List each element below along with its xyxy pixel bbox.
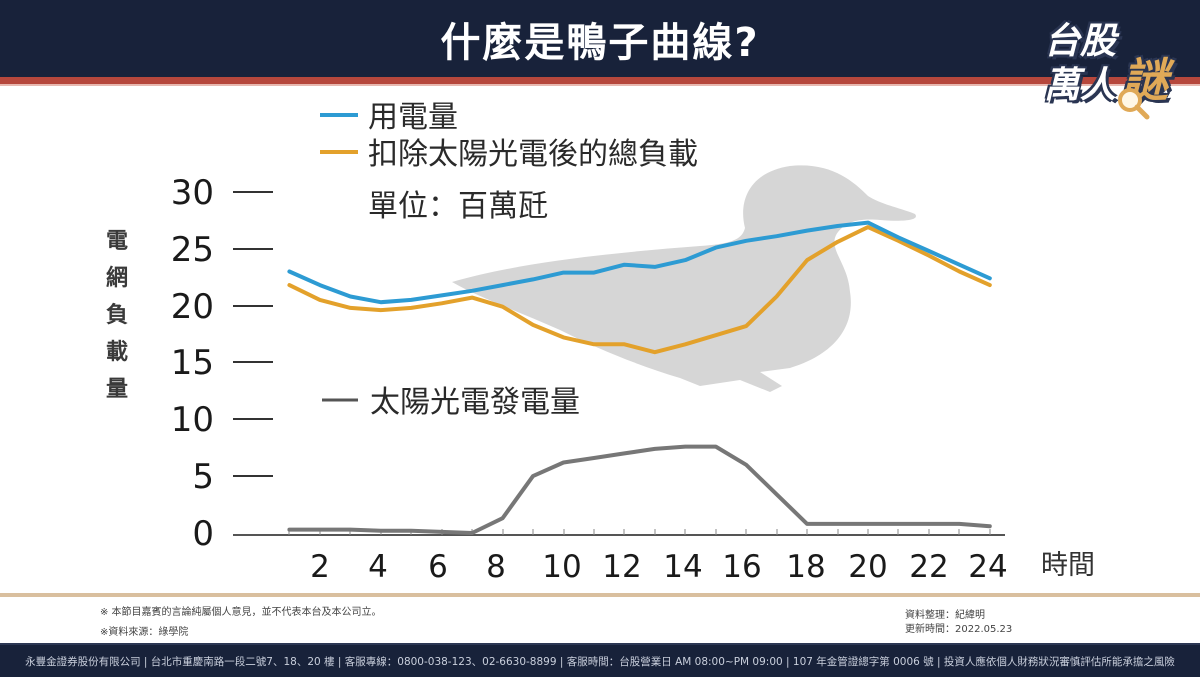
updated-note: 更新時間：2022.05.23 xyxy=(905,624,1013,635)
legend-label: 用電量 xyxy=(368,100,458,135)
source-note: ※資料來源：綠學院 xyxy=(100,627,189,638)
x-tick: 24 xyxy=(968,549,1007,585)
x-tick: 10 xyxy=(542,549,581,585)
net-load-line xyxy=(287,225,992,355)
solar-line xyxy=(287,444,992,535)
duck-silhouette xyxy=(452,165,916,392)
y-label-char: 網 xyxy=(106,265,128,291)
y-tick: 10 xyxy=(171,400,214,440)
x-tick: 2 xyxy=(310,549,330,585)
page-title: 什麼是鴨子曲線? xyxy=(440,20,760,66)
disclaimer-note: ※ 本節目嘉賓的言論純屬個人意見，並不代表本台及本公司立。 xyxy=(100,607,382,618)
y-tick-labels: 30 25 20 15 10 5 0 xyxy=(171,173,214,554)
header-bar xyxy=(0,0,1200,77)
show-logo: 台股 萬人 謎 xyxy=(1030,8,1190,120)
y-tick: 15 xyxy=(171,343,214,383)
footer-bar: 永豐金證券股份有限公司 | 台北市重慶南路一段二號7、18、20 樓 | 客服專… xyxy=(0,643,1200,677)
x-tick: 12 xyxy=(602,549,641,585)
legend-item-net-load: 扣除太陽光電後的總負載 xyxy=(320,137,698,172)
legend-item-solar: 太陽光電發電量 xyxy=(322,385,580,420)
x-tick: 6 xyxy=(428,549,448,585)
x-tick-labels: 2 4 6 8 10 12 14 16 18 20 22 24 xyxy=(310,549,1008,585)
logo-line-1: 台股 xyxy=(1044,21,1117,62)
y-tick: 5 xyxy=(192,457,214,497)
x-tick: 14 xyxy=(663,549,702,585)
footer-divider xyxy=(0,593,1200,597)
x-tick: 20 xyxy=(848,549,887,585)
legend: 用電量 扣除太陽光電後的總負載 單位：百萬瓩 太陽光電發電量 xyxy=(320,100,698,420)
unit-label: 單位：百萬瓩 xyxy=(368,189,548,224)
y-label-char: 量 xyxy=(106,377,128,402)
y-tick: 20 xyxy=(171,287,214,327)
x-tick: 8 xyxy=(486,549,506,585)
logo-line-2: 萬人 xyxy=(1044,65,1117,106)
x-tick: 4 xyxy=(368,549,388,585)
y-axis xyxy=(233,191,273,477)
y-axis-label: 電 網 負 載 量 xyxy=(106,229,128,402)
y-tick: 30 xyxy=(171,173,214,213)
usage-line xyxy=(287,220,992,305)
y-label-char: 載 xyxy=(106,339,128,365)
compiled-by-note: 資料整理：紀緯明 xyxy=(905,610,985,621)
footer-company-info: 永豐金證券股份有限公司 | 台北市重慶南路一段二號7、18、20 樓 | 客服專… xyxy=(25,656,1175,668)
y-label-char: 電 xyxy=(106,229,128,254)
chart-svg: 30 25 20 15 10 5 0 電 網 負 載 量 xyxy=(106,100,1095,585)
x-tick: 16 xyxy=(722,549,761,585)
duck-curve-chart: 30 25 20 15 10 5 0 電 網 負 載 量 xyxy=(0,86,1200,591)
header-stripe xyxy=(0,77,1200,86)
y-tick: 0 xyxy=(192,514,214,554)
legend-item-usage: 用電量 xyxy=(320,100,458,135)
x-tick: 18 xyxy=(786,549,825,585)
legend-label: 扣除太陽光電後的總負載 xyxy=(368,137,698,172)
x-tick: 22 xyxy=(909,549,948,585)
y-tick: 25 xyxy=(171,230,214,270)
legend-label: 太陽光電發電量 xyxy=(370,385,580,420)
x-axis-label: 時間 xyxy=(1041,550,1095,581)
y-label-char: 負 xyxy=(106,302,128,328)
magnifier-icon xyxy=(1118,88,1150,120)
